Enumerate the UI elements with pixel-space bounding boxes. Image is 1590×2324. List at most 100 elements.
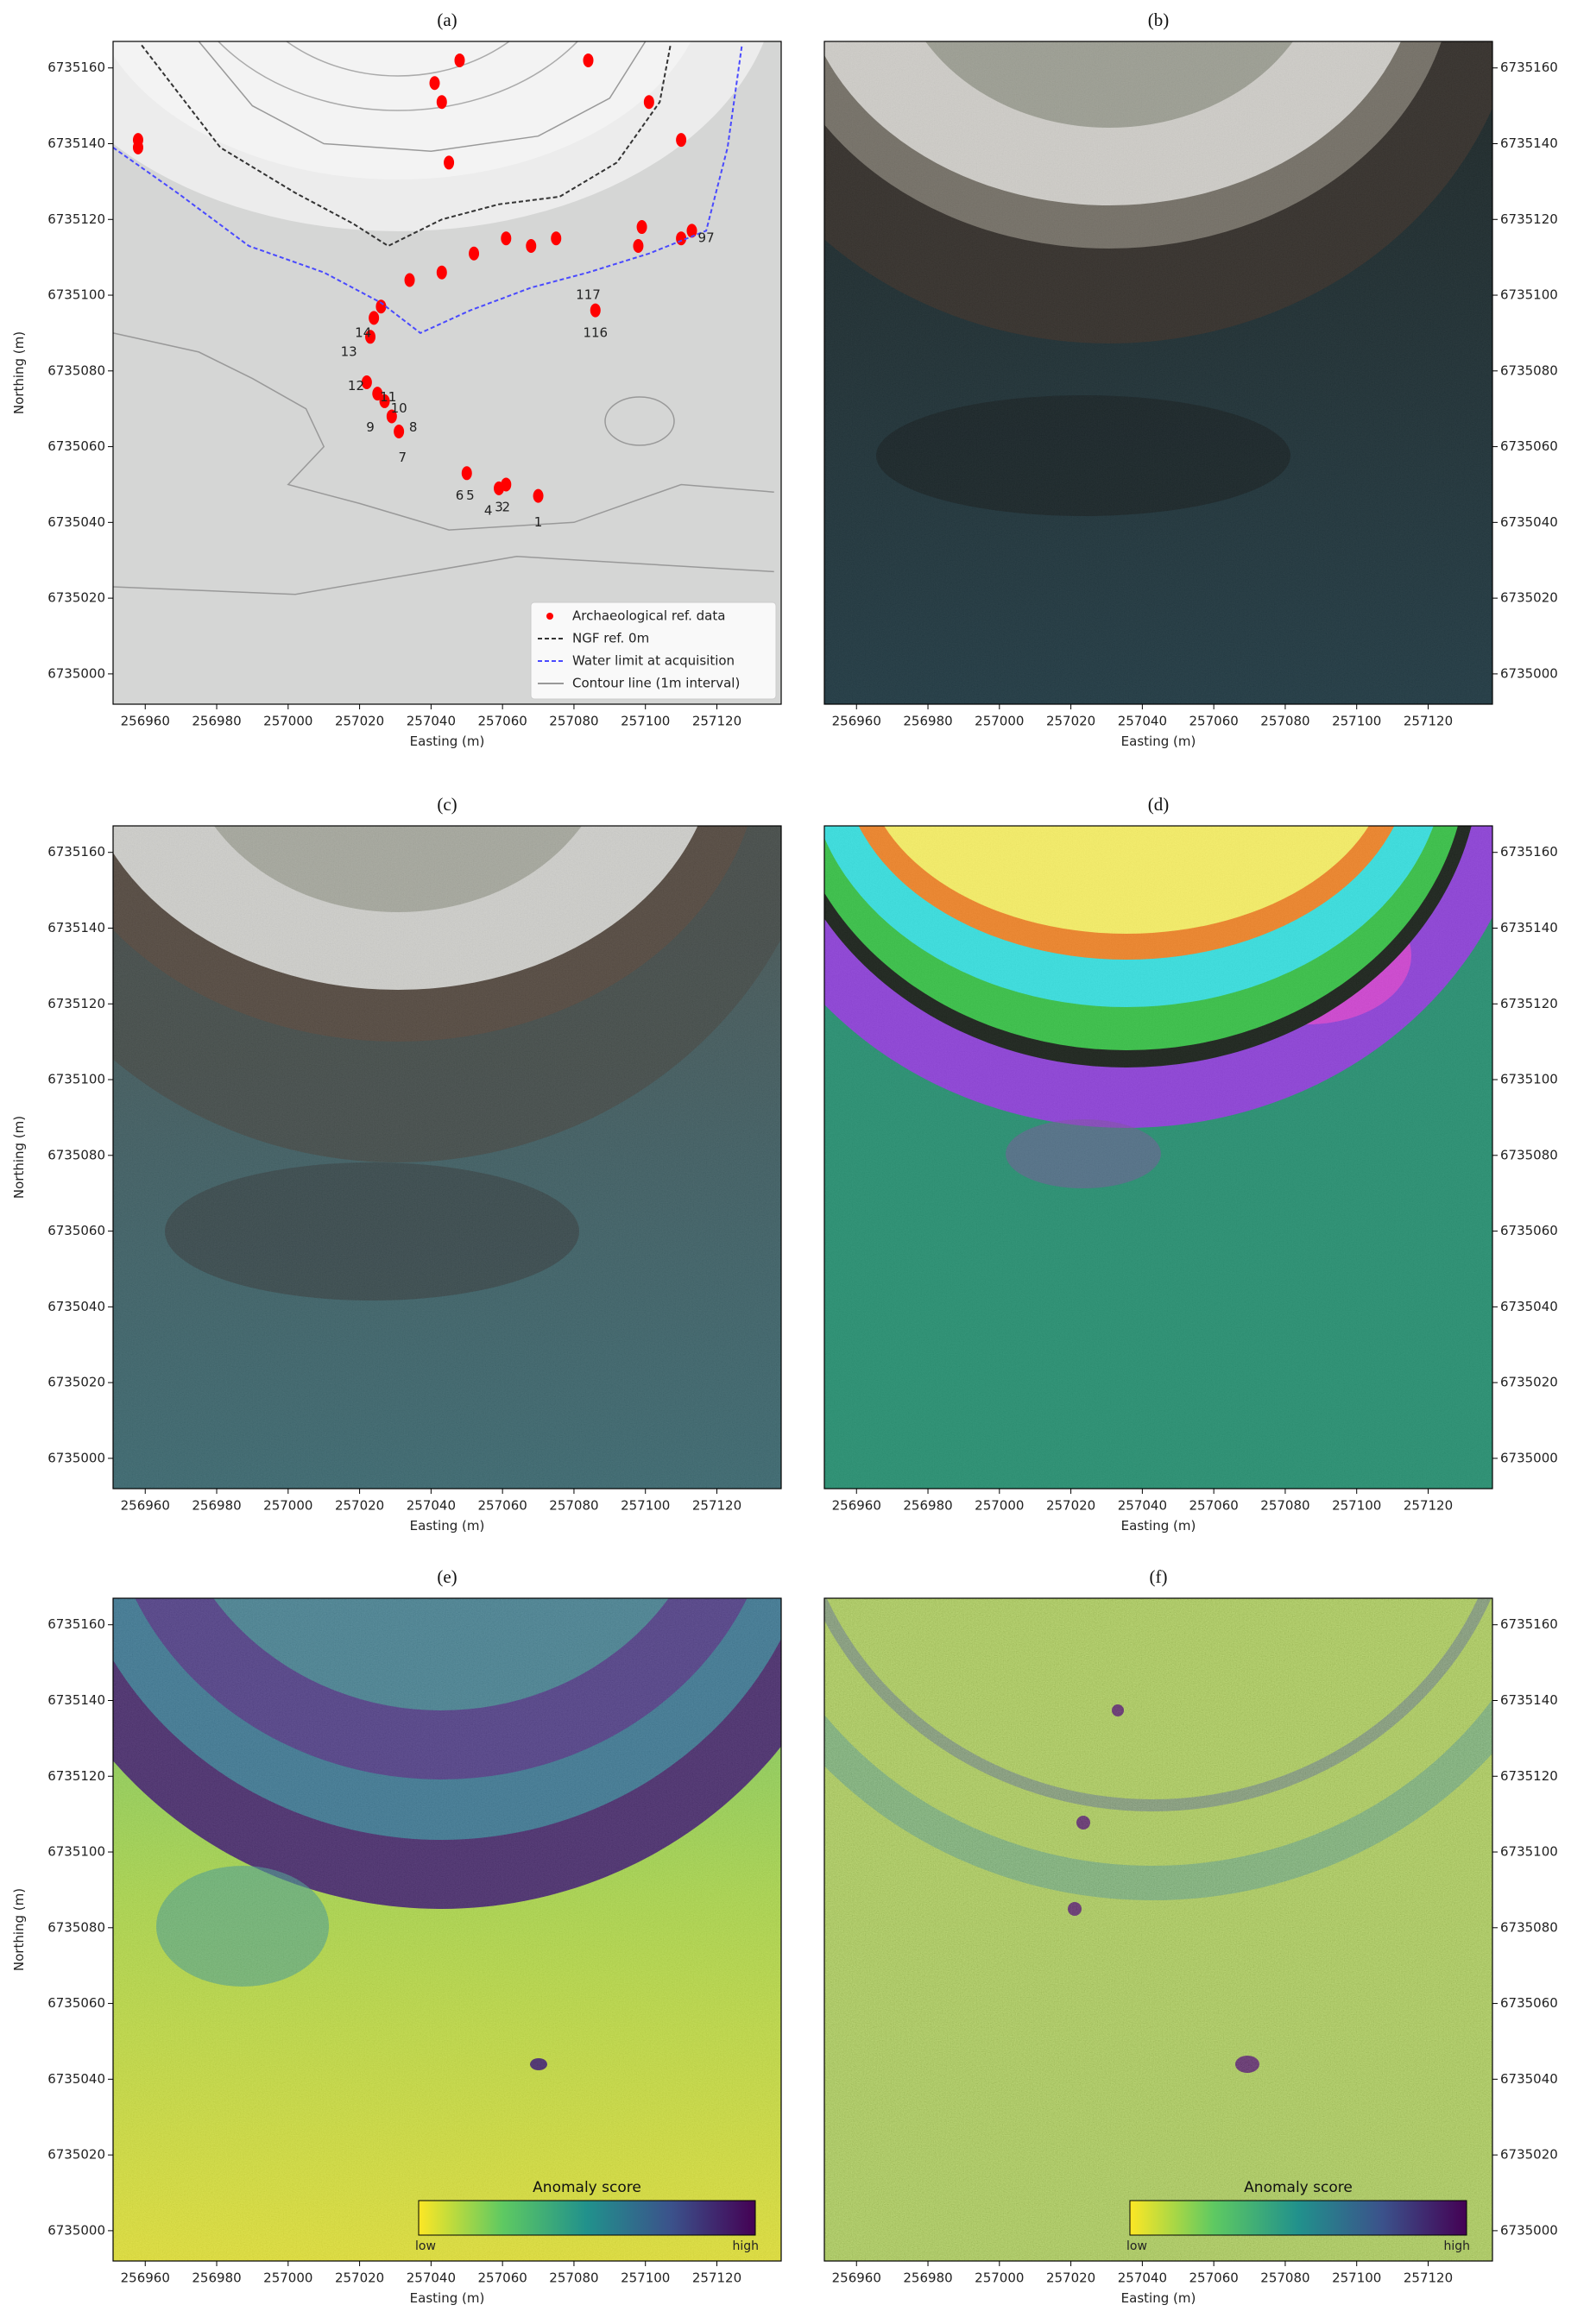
x-tick-label: 257120 [692,2270,741,2286]
x-tick-label: 257060 [1189,1498,1239,1514]
y-tick-label: 6735080 [1500,1919,1558,1935]
archaeo-point [643,95,654,110]
colorbar [1129,2200,1467,2236]
y-tick-label: 6735160 [47,60,105,75]
x-tick-label: 257120 [1404,2270,1453,2286]
archaeo-point [365,330,376,344]
point-label: 2 [502,499,511,514]
x-tick-label: 257080 [549,2270,598,2286]
y-tick-label: 6735140 [47,135,105,151]
archaeo-point [461,466,472,481]
point-label: 14 [355,324,371,340]
x-tick-label: 256960 [832,714,881,729]
x-tick-label: 257060 [478,714,527,729]
y-tick-label: 6735060 [47,438,105,454]
y-tick-label: 6735140 [1500,135,1558,151]
line-1 [141,44,672,248]
archaeo-point [361,375,372,389]
x-tick-label: 257100 [621,2270,670,2286]
x-tick-label: 256980 [192,1498,241,1514]
y-tick-label: 6735000 [1500,1450,1558,1465]
y-tick-label: 6735100 [47,1844,105,1860]
x-tick-label: 257100 [1332,1498,1381,1514]
y-tick-label: 6735120 [1500,996,1558,1011]
y-tick-label: 6735140 [47,920,105,935]
archaeo-point [533,488,544,503]
archaeo-point [686,224,697,238]
panel-e: (e) 256960 256980 257000 257020 257040 257060 2… [11,1566,782,2306]
x-tick-label: 257120 [692,1498,741,1514]
point-label: 7 [398,450,407,465]
archaeo-point [469,246,480,261]
y-tick-label: 6735040 [1500,2071,1558,2087]
line-3 [112,41,774,595]
archaeo-point [590,303,601,318]
archaeo-point [394,425,405,439]
archaeo-point [526,238,537,253]
x-tick-label: 257100 [1332,2270,1381,2286]
y-tick-label: 6735080 [1500,1147,1558,1162]
x-tick-label: 256960 [832,1498,881,1514]
y-tick-label: 6735040 [47,1299,105,1314]
x-tick-label: 257080 [549,714,598,729]
y-tick-label: 6735100 [1500,287,1558,303]
line-2 [112,45,743,335]
y-tick-label: 6735080 [1500,362,1558,378]
axes-frame [823,825,1493,1490]
legend-label: Archaeological ref. data [572,608,725,624]
point-label: 117 [576,287,601,303]
y-tick-label: 6735060 [1500,1995,1558,2011]
archaeo-point [583,53,594,67]
panel-c: (c) 256960 256980 257000 257020 257040 257060 2… [11,794,782,1534]
archaeo-point [386,409,397,424]
x-tick-label: 257000 [975,1498,1024,1514]
legend-box [530,601,777,700]
image-f [824,1598,1492,2261]
archaeo-point [636,220,647,235]
x-tick-label: 257060 [1189,714,1239,729]
x-tick-label: 257040 [407,2270,456,2286]
axes-frame [823,41,1493,705]
y-tick-label: 6735160 [1500,844,1558,860]
x-tick-label: 256960 [121,2270,170,2286]
x-tick-label: 256980 [903,2270,952,2286]
y-tick-label: 6735020 [47,1375,105,1390]
x-tick-label: 257120 [692,714,741,729]
panel-d: (d) 256960 256980 257000 257020 257040 257060 2… [823,794,1558,1534]
y-tick-label: 6735060 [47,1223,105,1238]
y-tick-label: 6735020 [47,2147,105,2163]
x-tick-label: 257060 [478,1498,527,1514]
archaeo-point [379,394,390,408]
x-tick-label: 256980 [192,2270,241,2286]
x-tick-label: 257000 [263,2270,312,2286]
archaeo-point [436,265,447,280]
point-label: 4 [484,503,493,519]
colorbar-label: Anomaly score [533,2179,641,2196]
x-tick-label: 257080 [1260,2270,1309,2286]
axes-frame [112,41,782,705]
x-tick-label: 257000 [975,2270,1024,2286]
point-label: 10 [391,400,407,416]
archaeo-point [375,299,387,314]
archaeo-point [429,76,440,91]
x-tick-label: 257060 [1189,2270,1239,2286]
y-tick-label: 6735120 [47,996,105,1011]
archaeo-point [369,311,380,325]
y-tick-label: 6735140 [47,1692,105,1708]
panel-title: (f) [1150,1566,1168,1587]
point-label: 12 [348,378,364,394]
x-tick-label: 257020 [335,714,384,729]
x-tick-label: 257020 [1046,2270,1095,2286]
image-a [113,41,781,704]
colorbar-low: low [1126,2239,1147,2253]
y-tick-label: 6735140 [1500,920,1558,935]
y-tick-label: 6735040 [1500,1299,1558,1314]
x-axis-label: Easting (m) [1121,2290,1196,2306]
x-tick-label: 257000 [263,714,312,729]
point-label: 97 [698,230,715,246]
archaeo-point [494,481,505,495]
x-tick-label: 256980 [192,714,241,729]
y-axis-label: Northing (m) [11,1116,27,1199]
x-tick-label: 257020 [335,1498,384,1514]
